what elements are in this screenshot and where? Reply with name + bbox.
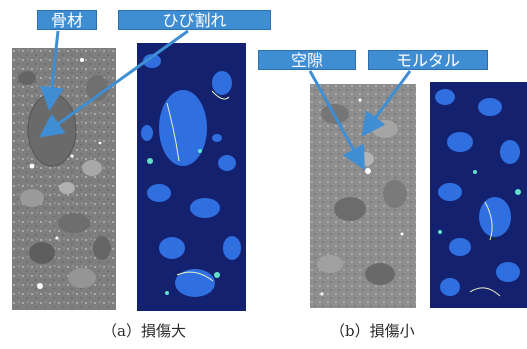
segmentation-image-damage-large-graphic [137, 43, 246, 311]
void-label: 空隙 [258, 50, 356, 70]
mortar-label: モルタル [368, 50, 488, 70]
caption-damage-small: （b）損傷小 [330, 322, 415, 340]
aggregate-label: 骨材 [37, 10, 97, 30]
ct-image-damage-small-graphic [310, 84, 416, 308]
segmentation-image-damage-small [430, 82, 527, 308]
caption-damage-large: （a）損傷大 [102, 322, 186, 340]
ct-image-damage-large-graphic [12, 48, 116, 310]
segmentation-image-damage-small-graphic [430, 82, 527, 308]
ct-image-damage-large [12, 48, 116, 310]
segmentation-image-damage-large [137, 43, 246, 311]
ct-image-damage-small [310, 84, 416, 308]
crack-label: ひび割れ [118, 10, 271, 30]
